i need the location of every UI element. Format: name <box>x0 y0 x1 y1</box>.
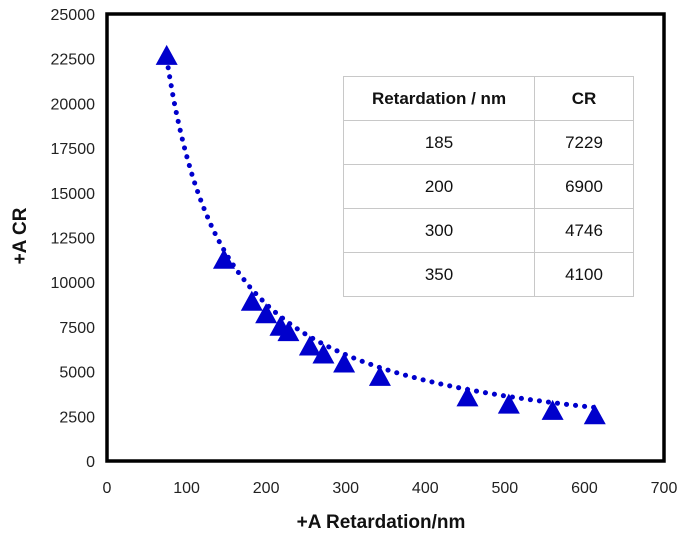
data-point-triangle <box>312 343 335 364</box>
table-row: 300 4746 <box>343 208 634 253</box>
data-point-triangle <box>368 365 391 386</box>
y-tick-label: 5000 <box>59 365 95 382</box>
data-points <box>155 44 606 425</box>
x-tick-label: 400 <box>412 480 439 497</box>
y-tick-label: 0 <box>86 454 95 471</box>
table-cell-cr: 4746 <box>534 208 634 253</box>
table-cell-retardation: 350 <box>343 252 535 297</box>
x-axis-ticks: 0 100 200 300 400 500 600 700 <box>103 480 678 497</box>
table-cell-retardation: 200 <box>343 164 535 209</box>
y-axis-ticks: 0 2500 5000 7500 10000 12500 15000 17500 20000 22… <box>51 7 96 471</box>
y-tick-label: 25000 <box>51 7 96 24</box>
inset-table: Retardation / nm CR 185 7229 200 6900 30… <box>343 76 634 297</box>
y-tick-label: 12500 <box>51 231 96 248</box>
y-tick-label: 7500 <box>59 320 95 337</box>
x-tick-label: 500 <box>492 480 519 497</box>
data-point-triangle <box>497 393 520 414</box>
table-cell-retardation: 300 <box>343 208 535 253</box>
data-point-triangle <box>541 399 564 420</box>
x-tick-label: 0 <box>103 480 112 497</box>
plot-frame <box>105 12 666 463</box>
x-tick-label: 600 <box>571 480 598 497</box>
table-row: 200 6900 <box>343 164 634 209</box>
x-tick-label: 700 <box>651 480 678 497</box>
y-tick-label: 10000 <box>51 275 96 292</box>
data-point-triangle <box>155 44 178 65</box>
x-tick-label: 300 <box>332 480 359 497</box>
data-point-triangle <box>298 335 321 356</box>
data-point-triangle <box>212 248 235 269</box>
table-row: 185 7229 <box>343 120 634 165</box>
data-point-triangle <box>333 352 356 373</box>
inset-header-retardation: Retardation / nm <box>343 76 535 121</box>
y-axis-title: +A CR <box>10 207 31 264</box>
table-cell-cr: 6900 <box>534 164 634 209</box>
x-tick-label: 200 <box>253 480 280 497</box>
data-point-triangle <box>240 290 263 311</box>
data-point-triangle <box>277 321 300 342</box>
data-point-triangle <box>456 386 479 407</box>
data-point-triangle <box>583 404 606 425</box>
table-row: 350 4100 <box>343 252 634 297</box>
x-tick-label: 100 <box>173 480 200 497</box>
table-cell-cr: 4100 <box>534 252 634 297</box>
x-axis-title: +A Retardation/nm <box>297 512 466 533</box>
y-tick-label: 22500 <box>51 52 96 69</box>
inset-table-header-row: Retardation / nm CR <box>343 76 634 121</box>
y-tick-label: 15000 <box>51 186 96 203</box>
trendline <box>164 56 599 411</box>
y-tick-label: 20000 <box>51 96 96 113</box>
inset-header-cr: CR <box>534 76 634 121</box>
data-point-triangle <box>255 303 278 324</box>
table-cell-retardation: 185 <box>343 120 535 165</box>
table-cell-cr: 7229 <box>534 120 634 165</box>
y-tick-label: 17500 <box>51 141 96 158</box>
y-tick-label: 2500 <box>59 409 95 426</box>
